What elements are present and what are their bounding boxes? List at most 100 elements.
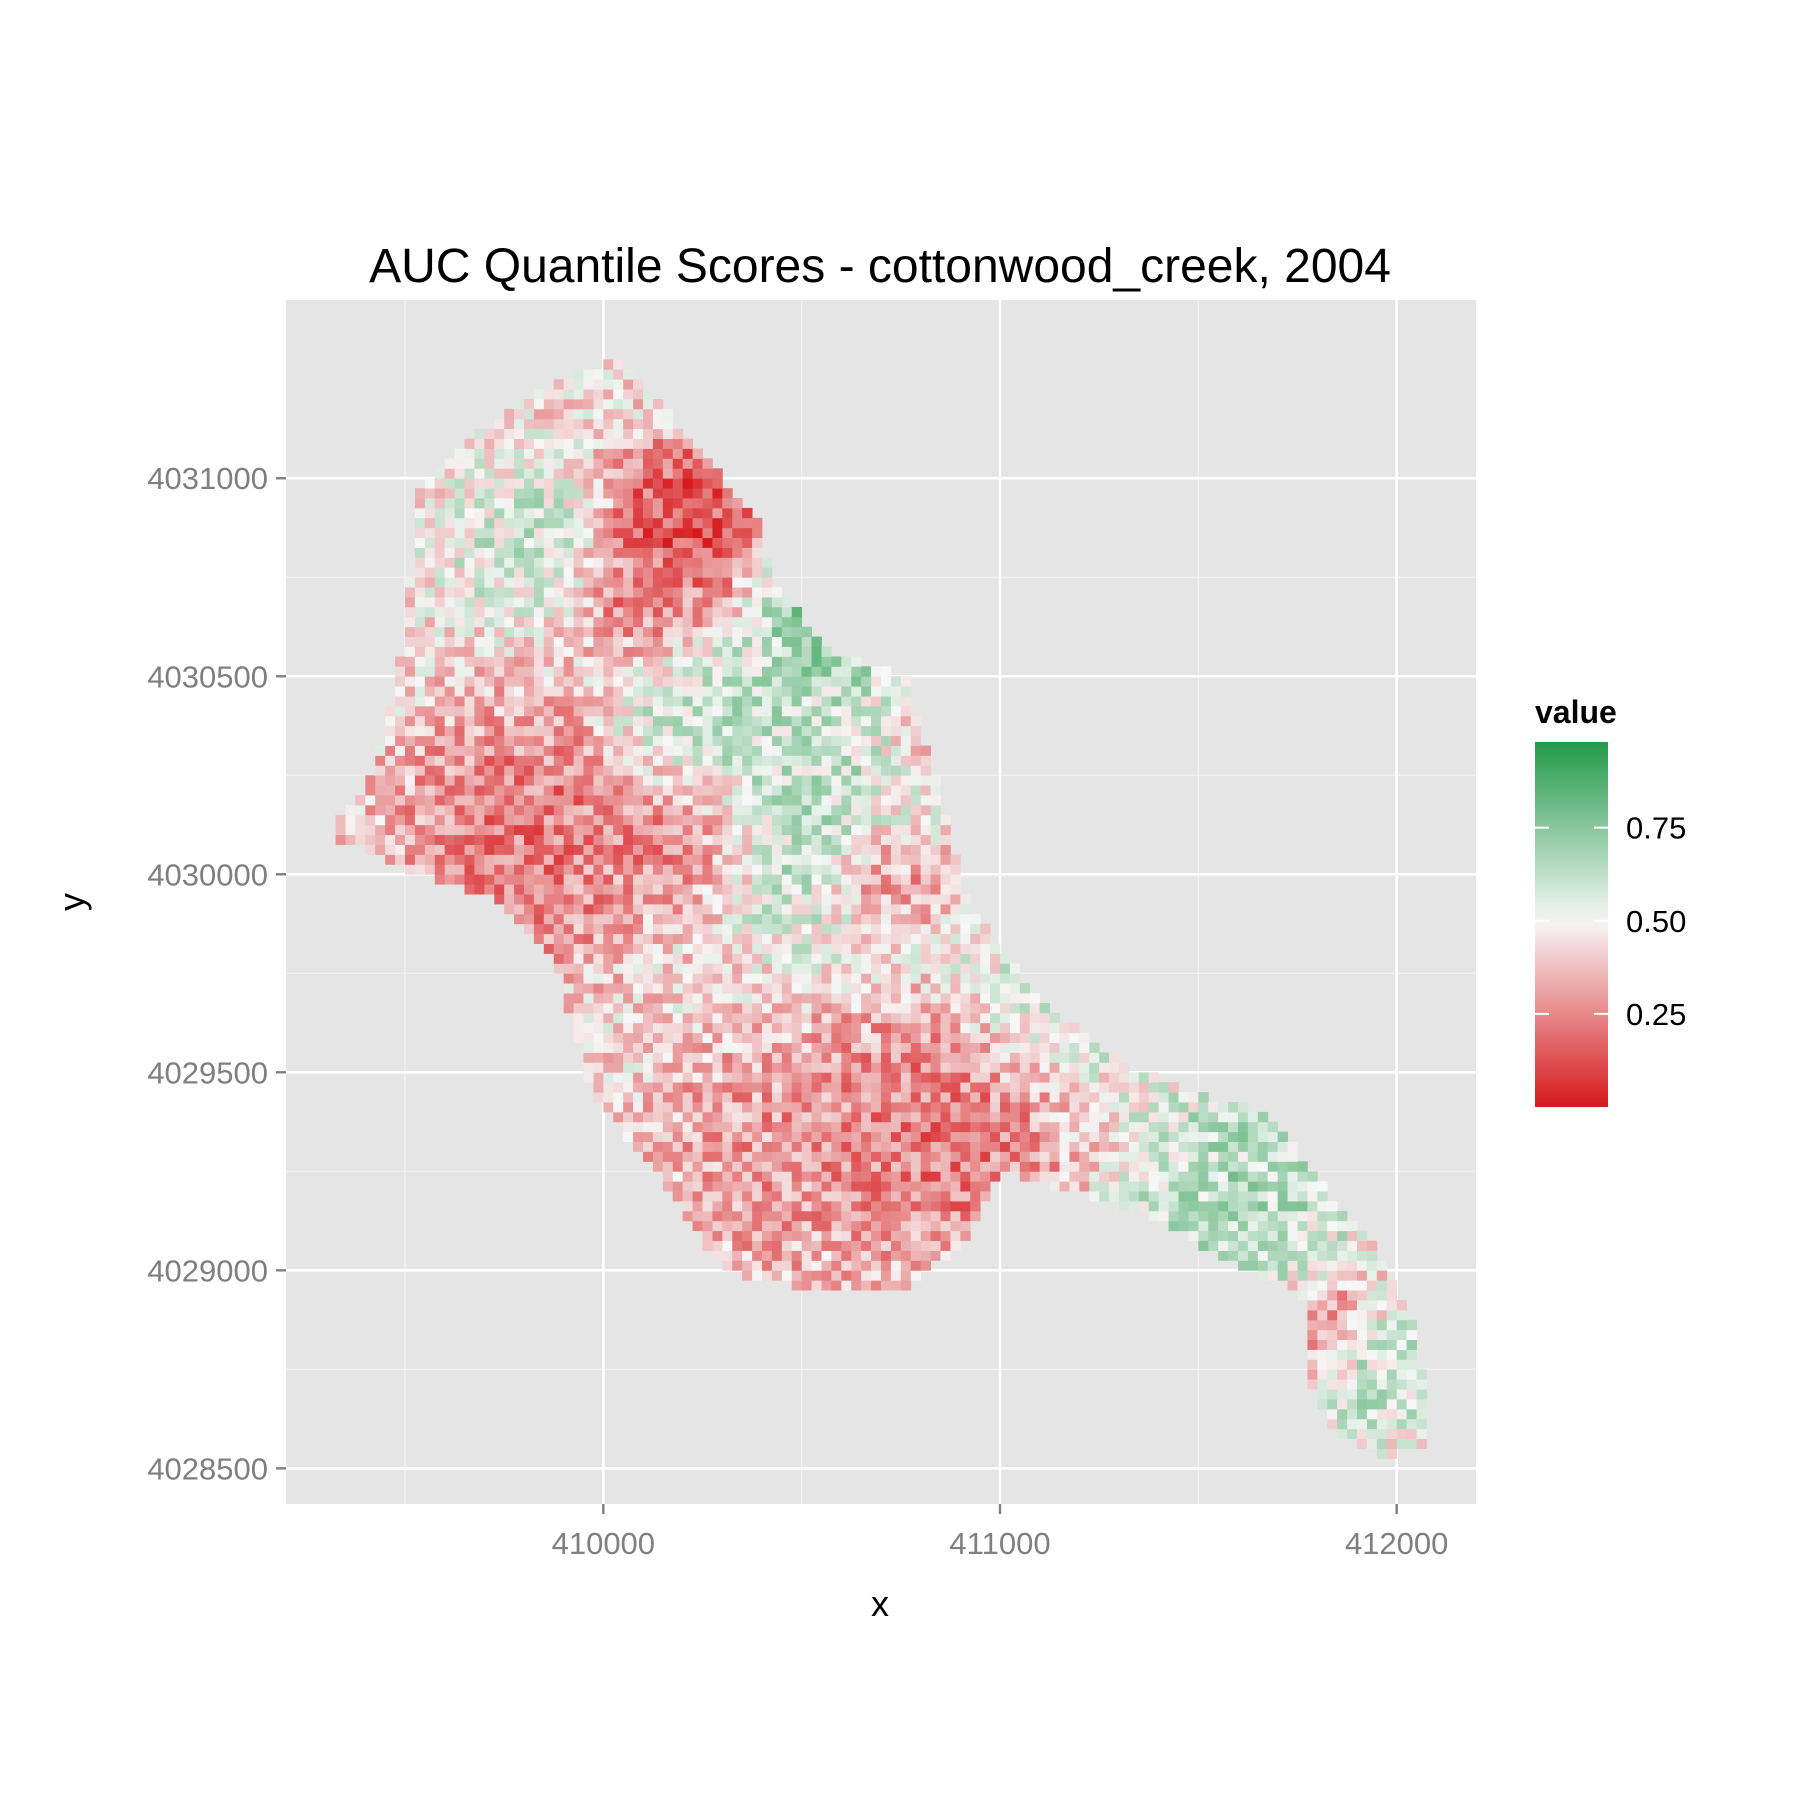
heatmap-cell — [1386, 1448, 1398, 1459]
heatmap-cell — [1257, 1141, 1269, 1152]
heatmap-cell — [424, 507, 436, 519]
heatmap-cell — [553, 399, 565, 410]
heatmap-cell — [722, 844, 733, 855]
heatmap-cell — [801, 834, 812, 845]
heatmap-cell — [742, 1131, 753, 1143]
heatmap-cell — [1109, 1072, 1120, 1083]
heatmap-cell — [841, 1012, 852, 1024]
heatmap-cell — [533, 933, 545, 944]
heatmap-cell — [692, 656, 703, 667]
heatmap-cell — [910, 1012, 922, 1024]
heatmap-cell — [1069, 1171, 1080, 1182]
heatmap-cell — [464, 557, 475, 568]
heatmap-cell — [861, 1220, 872, 1232]
heatmap-cell — [543, 597, 555, 608]
heatmap-cell — [1287, 1270, 1298, 1281]
heatmap-cell — [920, 903, 931, 915]
heatmap-cell — [414, 577, 426, 588]
heatmap-cell — [831, 1270, 842, 1281]
heatmap-cell — [1396, 1309, 1407, 1321]
heatmap-cell — [603, 725, 614, 737]
heatmap-cell — [910, 983, 922, 994]
heatmap-cell — [900, 903, 912, 915]
heatmap-cell — [920, 804, 931, 816]
heatmap-cell — [454, 755, 465, 766]
heatmap-cell — [1019, 1062, 1031, 1073]
heatmap-cell — [722, 775, 733, 786]
heatmap-cell — [702, 1191, 713, 1202]
heatmap-cell — [583, 765, 594, 776]
heatmap-cell — [1307, 1290, 1318, 1301]
heatmap-cell — [900, 1191, 912, 1202]
heatmap-cell — [672, 616, 684, 628]
heatmap-cell — [1178, 1161, 1189, 1172]
heatmap-cell — [1416, 1399, 1427, 1410]
heatmap-cell — [643, 399, 654, 410]
heatmap-cell — [801, 775, 812, 786]
heatmap-cell — [821, 1052, 832, 1063]
heatmap-cell — [692, 1161, 703, 1172]
heatmap-cell — [742, 1220, 753, 1232]
heatmap-cell — [930, 1230, 941, 1242]
heatmap-cell — [1218, 1220, 1229, 1232]
heatmap-cell — [712, 567, 723, 578]
heatmap-cell — [672, 1111, 684, 1123]
heatmap-cell — [414, 616, 426, 628]
heatmap-cell — [712, 1151, 723, 1162]
heatmap-cell — [652, 814, 664, 826]
heatmap-cell — [672, 993, 684, 1004]
heatmap-cell — [652, 1022, 664, 1034]
heatmap-cell — [930, 775, 941, 786]
heatmap-cell — [732, 785, 743, 796]
heatmap-cell — [732, 814, 743, 826]
heatmap-cell — [910, 795, 922, 806]
heatmap-cell — [791, 1121, 803, 1133]
heatmap-cell — [484, 676, 495, 687]
heatmap-cell — [722, 696, 733, 707]
heatmap-cell — [771, 626, 783, 638]
heatmap-cell — [871, 705, 882, 717]
heatmap-cell — [633, 903, 644, 915]
heatmap-cell — [1247, 1121, 1259, 1133]
heatmap-cell — [692, 1121, 703, 1133]
heatmap-cell — [831, 1052, 842, 1063]
heatmap-cell — [851, 785, 862, 796]
heatmap-cell — [524, 913, 535, 925]
heatmap-cell — [424, 785, 436, 796]
heatmap-cell — [811, 1072, 822, 1083]
heatmap-cell — [672, 1161, 684, 1172]
heatmap-cell — [910, 1092, 922, 1103]
heatmap-cell — [742, 933, 753, 944]
heatmap-cell — [593, 636, 604, 647]
heatmap-cell — [762, 1111, 773, 1123]
heatmap-cell — [613, 448, 624, 459]
heatmap-cell — [871, 1171, 882, 1182]
heatmap-cell — [613, 854, 624, 865]
heatmap-cell — [811, 1151, 822, 1162]
heatmap-cell — [930, 834, 941, 845]
heatmap-cell — [1357, 1240, 1368, 1251]
heatmap-cell — [861, 745, 872, 756]
heatmap-cell — [424, 517, 436, 529]
heatmap-cell — [851, 1102, 862, 1113]
heatmap-cell — [633, 478, 644, 489]
heatmap-cell — [524, 814, 535, 826]
heatmap-cell — [702, 1111, 713, 1123]
heatmap-cell — [781, 953, 793, 964]
heatmap-cell — [980, 1022, 991, 1034]
heatmap-cell — [484, 448, 495, 459]
heatmap-cell — [732, 606, 743, 618]
heatmap-cell — [682, 656, 693, 667]
heatmap-cell — [930, 983, 941, 994]
heatmap-cell — [573, 973, 584, 984]
heatmap-cell — [603, 597, 614, 608]
heatmap-cell — [732, 993, 743, 1004]
heatmap-cell — [563, 616, 574, 628]
heatmap-cell — [444, 498, 455, 509]
heatmap-cell — [573, 468, 584, 479]
heatmap-cell — [821, 943, 832, 954]
heatmap-cell — [1247, 1210, 1259, 1222]
heatmap-cell — [702, 527, 713, 539]
heatmap-cell — [563, 696, 574, 707]
heatmap-cell — [1337, 1389, 1348, 1400]
